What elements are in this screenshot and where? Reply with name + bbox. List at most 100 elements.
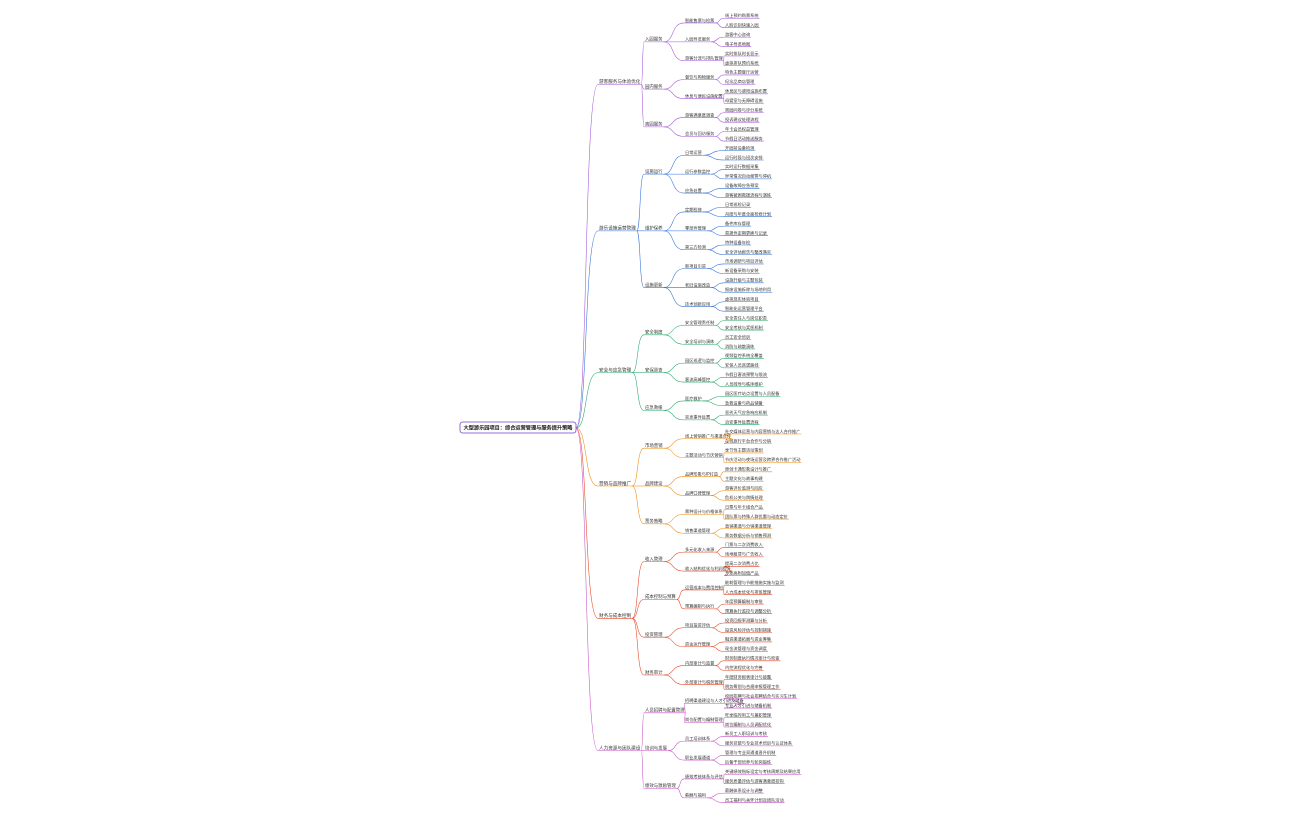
- leaf-node: 新员工入职培训与考核: [725, 730, 768, 737]
- leaf-node: 场地租赁与广告收入: [725, 551, 764, 558]
- root-node-box: [459, 421, 577, 434]
- child-connector: [631, 618, 645, 676]
- child-connector: [715, 339, 725, 345]
- leaf-node: 岗位编制与人员调配优化: [725, 721, 772, 728]
- child-connector: [641, 712, 645, 751]
- leaf-node: 员工福利与关怀计划及团队活动: [725, 796, 784, 803]
- leaf-node: 社交媒体运营与内容营销与达人合作推广: [725, 428, 800, 435]
- child-connector: [702, 188, 725, 194]
- child-connector: [663, 126, 685, 137]
- child-connector: [663, 400, 685, 411]
- subtopic-node: 绩效考核体系与评估: [685, 773, 723, 780]
- branch-connector: [575, 372, 599, 429]
- leaf-node: 备件库存管理: [725, 220, 751, 227]
- leaf-node: 提高二次消费占比: [725, 560, 759, 567]
- child-connector: [715, 603, 725, 610]
- child-connector: [663, 410, 685, 421]
- subtopic-node: 资金运作管理: [685, 640, 711, 647]
- subtopic-node: 游客满意度调查: [685, 111, 715, 118]
- child-connector: [663, 627, 685, 638]
- leaf-node: 游客中心咨询: [725, 31, 750, 38]
- leaf-node: 离园问卷与评分系统: [725, 107, 763, 114]
- root-node-label: 大型游乐园项目：综合运营管理与服务提升策略: [464, 424, 574, 432]
- leaf-node: 在线旅行平台合作与分销: [725, 437, 771, 444]
- leaf-node: 年度预算编制与审批: [725, 598, 764, 605]
- child-connector: [719, 476, 725, 482]
- child-connector: [719, 471, 725, 477]
- child-connector: [711, 755, 725, 761]
- child-connector: [706, 797, 725, 803]
- topic-node: 设施运行: [645, 168, 663, 175]
- leaf-node: 现金流管理与资金调度: [725, 645, 768, 652]
- leaf-node: 特色主题餐厅运营: [725, 69, 759, 76]
- child-connector: [663, 41, 685, 62]
- leaf-node: 主题文化与故事构建: [725, 475, 764, 482]
- subtopic-node: 客流高峰管控: [685, 376, 711, 383]
- topic-node: 安全制度: [645, 329, 663, 336]
- subtopic-node: 销售渠道管理: [685, 527, 711, 534]
- topic-node: 离园服务: [645, 121, 663, 128]
- topic-node: 应急救援: [645, 404, 663, 411]
- child-connector: [683, 703, 686, 714]
- subtopic-node: 安全管理责任制: [685, 319, 714, 326]
- leaf-node: 节假日活动推送服务: [725, 135, 764, 142]
- leaf-node: 旺季临时用工与兼职管理: [725, 711, 772, 718]
- child-connector: [676, 778, 685, 789]
- leaf-node: 视频监控系统全覆盖: [725, 352, 763, 359]
- child-connector: [667, 740, 685, 751]
- child-connector: [663, 154, 685, 175]
- leaf-node: 团队票与特殊人群优惠与动态定价: [725, 513, 789, 520]
- child-connector: [663, 230, 685, 251]
- leaf-node: 设施升级与主题包装: [725, 277, 764, 284]
- child-connector: [663, 88, 685, 99]
- child-connector: [676, 589, 685, 600]
- subtopic-node: 会员与回访服务: [685, 130, 715, 137]
- leaf-node: 校园招聘与社会招聘结合与实习生计划: [725, 692, 796, 699]
- subtopic-node: 品牌形象与IP打造: [685, 470, 719, 477]
- leaf-node: 虚拟现实体验项目: [725, 296, 759, 303]
- leaf-node: 实时运行数据采集: [725, 163, 759, 170]
- topic-node: 投资管理: [645, 631, 663, 638]
- subtopic-node: 内部审计与监督: [685, 659, 714, 666]
- child-connector: [702, 395, 725, 402]
- child-connector: [711, 414, 725, 421]
- child-connector: [711, 532, 725, 539]
- child-connector: [663, 372, 685, 383]
- branch-connector: [575, 427, 599, 619]
- leaf-node: 内控流程优化与完善: [725, 664, 763, 671]
- branch-node: 游客服务与体验优化: [599, 78, 641, 85]
- leaf-node: 税务筹划与合规申报管理工作: [725, 683, 780, 690]
- child-connector: [663, 636, 685, 647]
- subtopic-node: 品牌口碑管理: [685, 489, 711, 496]
- leaf-node: 专业人才引进与储备机制: [725, 702, 771, 709]
- child-connector: [723, 438, 733, 444]
- child-connector: [715, 665, 725, 671]
- leaf-node: 预算执行监控与调整分析: [725, 607, 771, 614]
- leaf-node: 管理与专业双通道晋升机制: [725, 749, 775, 756]
- leaf-node: 母婴室与无障碍设施: [725, 97, 764, 104]
- child-connector: [636, 230, 645, 288]
- child-connector: [711, 759, 725, 766]
- root-node: 大型游乐园项目：综合运营管理与服务提升策略: [459, 421, 577, 434]
- topic-node: 园内服务: [645, 83, 663, 90]
- child-connector: [641, 84, 645, 128]
- branch-node: 财务与成本控制: [599, 612, 632, 619]
- child-connector: [711, 528, 725, 534]
- child-connector: [702, 211, 725, 217]
- subtopic-node: 第三方检测: [685, 244, 706, 251]
- leaf-node: 薪酬体系设计与调整: [725, 787, 764, 794]
- subtopic-node: 票种设计与价格体系: [685, 508, 723, 515]
- topic-node: 人员招聘与配置管理: [645, 707, 685, 714]
- child-connector: [715, 660, 725, 666]
- leaf-node: 票务数据分析与销售预测: [725, 532, 771, 539]
- child-connector: [715, 325, 725, 331]
- leaf-node: 人脸识别快速入园: [725, 21, 759, 28]
- child-connector: [715, 22, 725, 28]
- child-connector: [631, 334, 645, 373]
- child-connector: [711, 169, 725, 175]
- branch-connector: [575, 84, 599, 429]
- child-connector: [715, 320, 725, 326]
- leaf-node: 设备故障应急预案: [725, 182, 759, 189]
- child-connector: [723, 570, 733, 577]
- subtopic-node: 主题活动与节庆营销: [685, 451, 723, 458]
